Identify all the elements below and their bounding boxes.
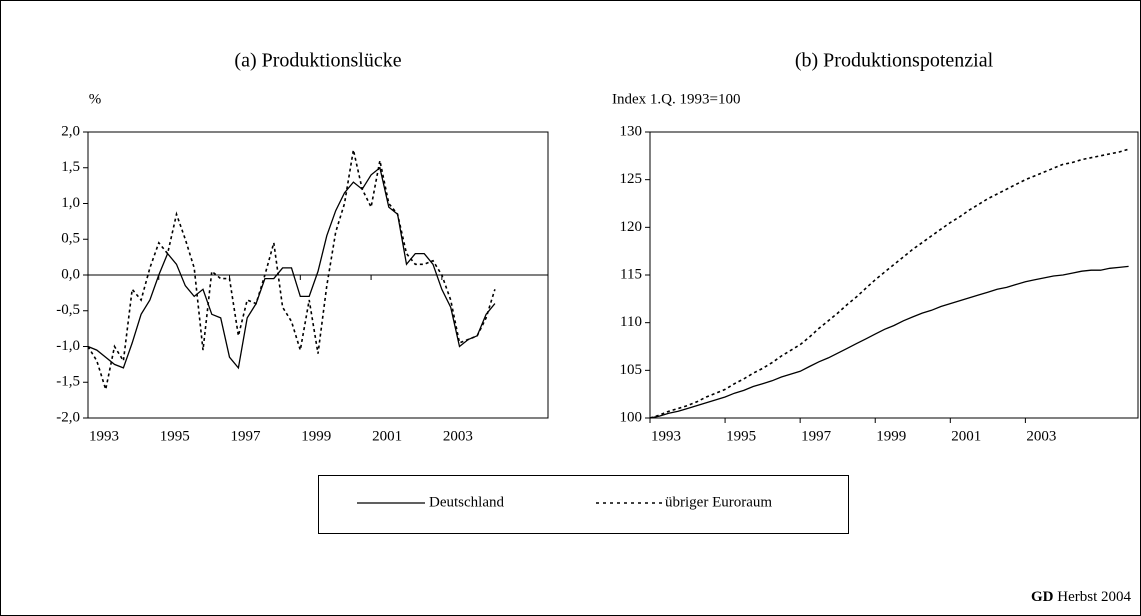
y-tick-label: 2,0 xyxy=(61,123,80,139)
y-tick-label: 120 xyxy=(620,219,643,235)
x-tick-label: 1999 xyxy=(301,428,331,444)
x-tick-label: 1999 xyxy=(876,428,906,444)
series-line xyxy=(87,149,496,390)
legend-label: Deutschland xyxy=(429,494,504,510)
y-tick-label: 1,5 xyxy=(61,159,80,175)
x-tick-label: 2001 xyxy=(372,428,402,444)
y-tick-label: -1,5 xyxy=(56,374,80,390)
y-tick-label: 125 xyxy=(620,171,643,187)
y-tick-label: -0,5 xyxy=(56,302,80,318)
chart-title: (a) Produktionslücke xyxy=(234,50,401,72)
legend-label: übriger Euroraum xyxy=(665,494,772,510)
x-tick-label: 2001 xyxy=(951,428,981,444)
y-axis-label: % xyxy=(89,91,102,107)
y-tick-label: 115 xyxy=(620,266,642,282)
footer-org: GD xyxy=(1031,589,1054,605)
x-tick-label: 1995 xyxy=(726,428,756,444)
x-tick-label: 1995 xyxy=(160,428,190,444)
y-tick-label: 105 xyxy=(620,362,643,378)
x-tick-label: 1993 xyxy=(651,428,681,444)
y-tick-label: 0,5 xyxy=(61,231,80,247)
y-tick-label: 130 xyxy=(620,123,643,139)
y-tick-label: 1,0 xyxy=(61,195,80,211)
legend-box xyxy=(318,475,849,534)
series-line xyxy=(87,166,496,370)
series-line xyxy=(649,148,1129,419)
y-tick-label: -1,0 xyxy=(56,338,80,354)
y-axis-label: Index 1.Q. 1993=100 xyxy=(612,91,740,107)
x-tick-label: 2003 xyxy=(1026,428,1056,444)
y-tick-label: -2,0 xyxy=(56,409,80,425)
footer: GD Herbst 2004 xyxy=(1031,589,1131,605)
y-tick-label: 110 xyxy=(620,314,642,330)
x-tick-label: 1993 xyxy=(89,428,119,444)
x-tick-label: 1997 xyxy=(231,428,262,444)
x-tick-label: 1997 xyxy=(801,428,832,444)
chart-title: (b) Produktionspotenzial xyxy=(795,50,994,72)
y-tick-label: 100 xyxy=(620,409,643,425)
footer-text: Herbst 2004 xyxy=(1057,589,1131,605)
x-tick-label: 2003 xyxy=(443,428,473,444)
series-line xyxy=(649,265,1129,419)
y-tick-label: 0,0 xyxy=(61,266,80,282)
